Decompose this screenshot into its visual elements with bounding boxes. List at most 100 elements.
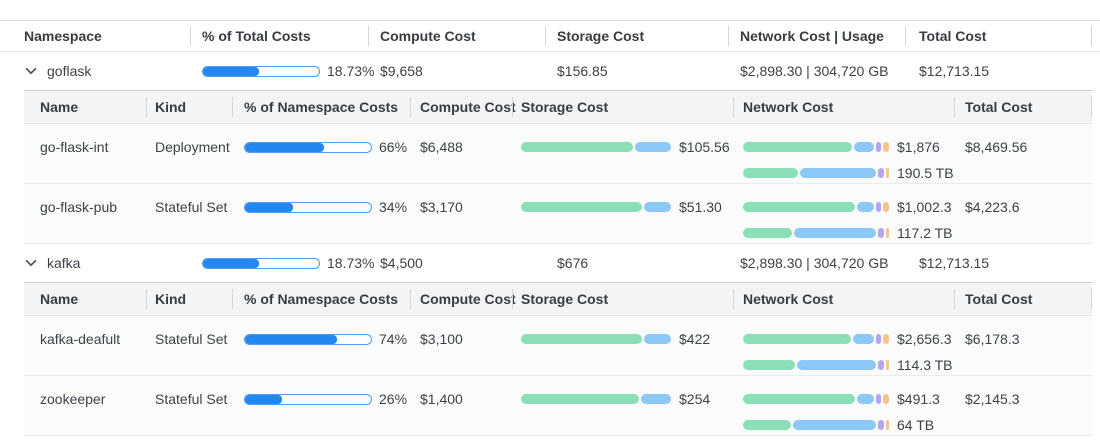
pct-of-namespace-value: 34% <box>379 199 408 215</box>
subtable-header-network: Network Cost <box>733 99 954 115</box>
pct-of-namespace-value: 66% <box>379 139 408 155</box>
total-cost-value: $8,469.56 <box>965 139 1028 155</box>
workload-kind-cell: Stateful Set <box>146 316 232 347</box>
compute-cost-cell: $3,170 <box>410 184 512 215</box>
column-label: Compute Cost <box>420 291 516 307</box>
network-usage-value: 190.5 TB <box>897 165 954 181</box>
workload-name: zookeeper <box>40 391 106 407</box>
compute-cost-value: $3,170 <box>420 199 463 215</box>
column-label: Name <box>40 291 79 307</box>
workload-name-cell: zookeeper <box>24 376 146 407</box>
namespace-row[interactable]: kafka 18.73% $4,500 $676 $2,898.30 | 304,720… <box>0 244 1100 282</box>
subtable-header-row: Name Kind % of Namespace Costs Compute Cost… <box>24 282 1092 316</box>
namespace-row[interactable]: goflask 18.73% $9,658 $156.85 $2,898.30 | 30… <box>0 52 1100 90</box>
main-header-total: Total Cost <box>905 28 1092 44</box>
workload-name: go-flask-int <box>40 139 109 155</box>
network-cost-value: $2,656.3 <box>897 331 952 347</box>
namespace-groups: goflask 18.73% $9,658 $156.85 $2,898.30 | 30… <box>0 52 1100 436</box>
column-label: Kind <box>155 99 187 115</box>
subtable-header-pct-namespace: % of Namespace Costs <box>232 99 410 115</box>
network-cost-cell: $1,002.3 117.2 TB <box>733 184 954 251</box>
pct-of-total-value: 18.73% <box>327 63 375 79</box>
total-cost-value: $2,145.3 <box>965 391 1020 407</box>
network-usage-bar <box>743 420 889 430</box>
progress-bar <box>244 201 372 213</box>
column-label: Total Cost <box>965 99 1033 115</box>
pct-of-namespace-value: 74% <box>379 331 408 347</box>
column-label: Network Cost <box>743 99 834 115</box>
chevron-down-icon[interactable] <box>24 256 38 270</box>
workload-subtable: Name Kind % of Namespace Costs Compute Cost… <box>24 282 1092 436</box>
storage-cost-cell: $156.85 <box>545 63 728 79</box>
progress-bar <box>244 333 372 345</box>
network-cost-bar <box>743 202 889 212</box>
namespace-name: goflask <box>47 63 92 79</box>
progress-bar <box>244 393 372 405</box>
column-label: Compute Cost <box>420 99 516 115</box>
column-label: Network Cost | Usage <box>740 28 884 44</box>
top-spacer <box>0 0 1100 20</box>
workload-kind: Stateful Set <box>155 391 228 407</box>
column-label: % of Total Costs <box>202 28 311 44</box>
total-cost-value: $6,178.3 <box>965 331 1020 347</box>
network-cost-value: $1,876 <box>897 139 940 155</box>
network-cost-bar <box>743 334 889 344</box>
network-usage-bar <box>743 360 889 370</box>
pct-of-total-cell: 18.73% <box>190 63 374 79</box>
workload-kind: Deployment <box>155 139 230 155</box>
progress-bar <box>202 257 320 269</box>
main-header-network: Network Cost | Usage <box>728 28 905 44</box>
main-header-namespace: Namespace <box>0 28 190 44</box>
subtable-header-compute: Compute Cost <box>410 291 516 307</box>
column-label: Total Cost <box>965 291 1033 307</box>
storage-cost-value: $105.56 <box>679 139 730 155</box>
compute-cost-cell: $3,100 <box>410 316 512 347</box>
progress-bar <box>202 65 320 77</box>
chevron-down-icon[interactable] <box>24 64 38 78</box>
compute-cost-value: $4,500 <box>380 255 423 271</box>
workload-name-cell: go-flask-int <box>24 124 146 155</box>
workload-kind-cell: Stateful Set <box>146 184 232 215</box>
subtable-header-compute: Compute Cost <box>410 99 516 115</box>
column-label: Compute Cost <box>380 28 476 44</box>
network-cost-usage-value: $2,898.30 | 304,720 GB <box>740 63 889 79</box>
pct-of-namespace-cell: 74% <box>232 316 410 347</box>
total-cost-value: $12,713.15 <box>919 63 990 79</box>
pct-of-namespace-cell: 34% <box>232 184 410 215</box>
pct-of-total-cell: 18.73% <box>190 255 374 271</box>
column-label: Storage Cost <box>557 28 645 44</box>
column-label: % of Namespace Costs <box>244 291 399 307</box>
storage-cost-value: $254 <box>679 391 711 407</box>
namespace-cell: kafka <box>0 255 190 271</box>
workload-name: go-flask-pub <box>40 199 118 215</box>
workload-row: go-flask-pub Stateful Set 34% $3,170 $51.30 $… <box>24 184 1092 244</box>
main-header-row: Namespace % of Total Costs Compute Cost … <box>0 20 1100 52</box>
storage-cost-bar <box>521 394 671 404</box>
workload-kind: Stateful Set <box>155 199 228 215</box>
namespace-group: kafka 18.73% $4,500 $676 $2,898.30 | 304,720… <box>0 244 1100 436</box>
network-usage-value: 114.3 TB <box>897 357 953 373</box>
compute-cost-cell: $4,500 <box>368 255 545 271</box>
main-header-compute: Compute Cost <box>368 28 545 44</box>
namespace-group: goflask 18.73% $9,658 $156.85 $2,898.30 | 30… <box>0 52 1100 244</box>
compute-cost-value: $1,400 <box>420 391 463 407</box>
network-usage-value: 64 TB <box>897 417 935 433</box>
storage-cost-cell: $105.56 <box>512 124 733 165</box>
network-cost-bar <box>743 142 889 152</box>
total-cost-cell: $2,145.3 <box>954 376 1092 407</box>
subtable-header-storage: Storage Cost <box>512 291 733 307</box>
storage-cost-value: $676 <box>557 255 589 271</box>
workload-row: zookeeper Stateful Set 26% $1,400 $254 $491.3… <box>24 376 1092 436</box>
subtable-header-total: Total Cost <box>954 291 1092 307</box>
subtable-header-row: Name Kind % of Namespace Costs Compute Cost… <box>24 90 1092 124</box>
main-header-pct-total: % of Total Costs <box>190 28 368 44</box>
namespace-name: kafka <box>47 255 81 271</box>
storage-cost-cell: $422 <box>512 316 733 357</box>
storage-cost-value: $51.30 <box>679 199 722 215</box>
subtable-header-kind: Kind <box>146 291 232 307</box>
storage-cost-value: $422 <box>679 331 711 347</box>
column-label: Network Cost <box>743 291 834 307</box>
workload-row: kafka-deafult Stateful Set 74% $3,100 $422 $2… <box>24 316 1092 376</box>
storage-cost-bar <box>521 334 671 344</box>
workload-name-cell: go-flask-pub <box>24 184 146 215</box>
